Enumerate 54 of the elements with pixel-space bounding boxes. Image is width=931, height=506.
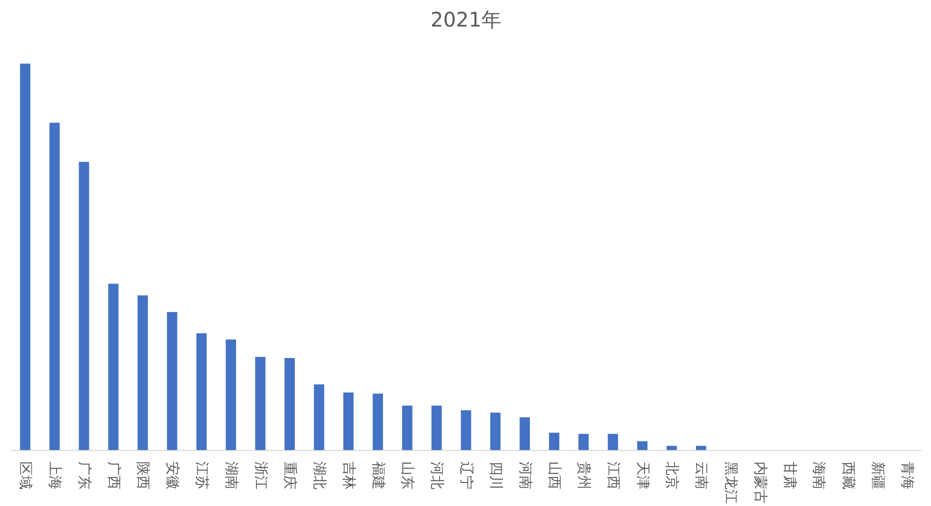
x-tick-label: 贵州 <box>576 462 592 490</box>
x-tick-label: 陕西 <box>134 462 151 490</box>
bar <box>226 339 236 450</box>
x-tick-label: 安徽 <box>164 462 180 490</box>
bar <box>343 392 354 450</box>
x-tick-label: 辽宁 <box>458 462 474 490</box>
bar <box>166 312 178 450</box>
x-tick-label: 甘肃 <box>781 462 798 490</box>
bar <box>255 356 266 450</box>
x-tick-label: 福建 <box>370 462 386 490</box>
x-tick-label: 浙江 <box>252 462 268 490</box>
bar <box>196 333 207 450</box>
bar <box>520 417 530 450</box>
x-tick-label: 江苏 <box>194 462 210 490</box>
x-tick-label: 重庆 <box>282 462 298 490</box>
bar <box>402 406 412 450</box>
bar <box>608 434 618 450</box>
x-tick-label: 黑龙江 <box>722 462 738 504</box>
bar <box>314 384 324 450</box>
x-tick-label: 四川 <box>487 462 504 490</box>
x-tick-label: 湖南 <box>222 462 239 490</box>
x-tick-label: 天津 <box>634 462 650 490</box>
x-tick-label: 河北 <box>428 462 445 490</box>
bar <box>460 410 472 450</box>
bar <box>138 295 148 450</box>
x-tick-label: 云南 <box>693 462 710 490</box>
x-tick-label: 山西 <box>546 462 562 490</box>
bar <box>108 284 118 450</box>
bar <box>284 358 295 450</box>
bar <box>78 162 90 450</box>
chart-title: 2021年 <box>430 8 502 32</box>
bar <box>490 412 501 450</box>
x-tick-label: 河南 <box>516 462 533 490</box>
x-tick-label: 广西 <box>105 462 122 490</box>
x-tick-label: 西藏 <box>840 462 856 490</box>
x-tick-label: 山东 <box>399 462 416 490</box>
x-tick-label: 江西 <box>604 462 621 490</box>
x-tick-label: 北京 <box>664 462 680 490</box>
x-tick-label: 海南 <box>810 462 827 490</box>
bar <box>20 64 30 450</box>
bar <box>49 122 60 450</box>
bar <box>578 434 589 450</box>
x-tick-label: 内蒙古 <box>752 462 768 504</box>
bar <box>637 441 648 450</box>
x-tick-label: 青海 <box>898 462 915 490</box>
x-tick-label: 区域 <box>17 462 34 490</box>
x-tick-label: 吉林 <box>340 462 356 490</box>
x-tick-label: 上海 <box>46 462 63 490</box>
bar <box>549 432 560 450</box>
x-tick-label: 广东 <box>76 462 92 490</box>
x-tick-label: 湖北 <box>311 462 328 490</box>
x-tick-label: 新疆 <box>869 462 886 490</box>
bar <box>431 406 442 450</box>
bar <box>372 394 383 450</box>
